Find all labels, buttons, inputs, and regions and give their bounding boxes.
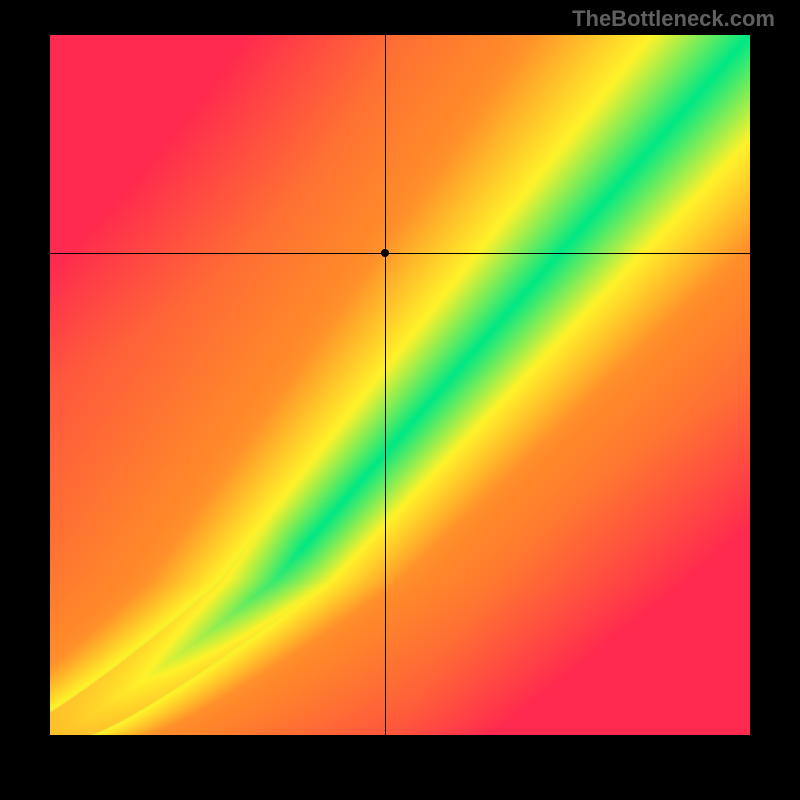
marker-point — [381, 249, 389, 257]
heatmap-canvas — [50, 35, 750, 735]
crosshair-horizontal — [50, 253, 750, 254]
watermark-text: TheBottleneck.com — [572, 6, 775, 32]
chart-container: { "watermark": "TheBottleneck.com", "cha… — [0, 0, 800, 800]
crosshair-vertical — [385, 35, 386, 735]
heatmap-plot — [50, 35, 750, 735]
